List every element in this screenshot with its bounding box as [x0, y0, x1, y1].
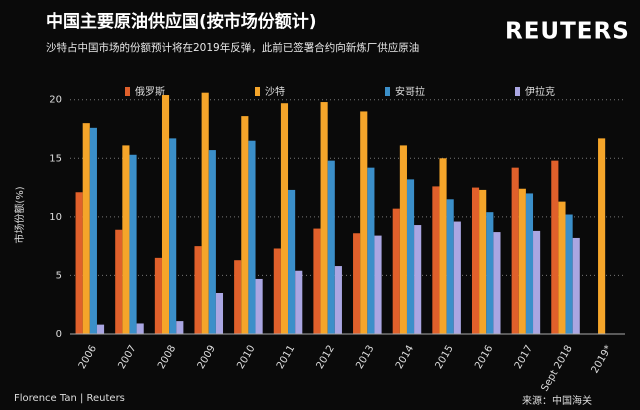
bar	[280, 103, 289, 334]
bar	[525, 193, 534, 334]
source: 来源：中国海关	[522, 394, 592, 407]
bar	[82, 123, 90, 335]
bar	[327, 160, 335, 334]
bar	[154, 257, 162, 334]
bar	[273, 248, 281, 334]
legend-label: 伊拉克	[525, 85, 555, 98]
bar	[234, 260, 242, 334]
y-tick-label: 0	[56, 329, 62, 340]
bar	[406, 179, 415, 334]
bar	[89, 127, 97, 334]
bar	[598, 138, 606, 334]
bar	[136, 323, 144, 334]
legend-swatch	[125, 87, 130, 96]
bar	[486, 212, 494, 334]
bar	[288, 189, 296, 334]
bar	[208, 150, 216, 334]
bar	[176, 321, 184, 334]
bar	[572, 237, 580, 334]
bar	[471, 187, 480, 334]
bar	[129, 154, 137, 334]
bar	[479, 189, 487, 334]
bar	[446, 199, 454, 334]
bar	[432, 186, 440, 334]
legend-label: 沙特	[265, 86, 285, 98]
bar	[295, 270, 303, 334]
bar	[399, 145, 407, 334]
bar	[551, 160, 559, 334]
bar	[511, 167, 519, 334]
legend-swatch	[515, 87, 520, 96]
bar	[518, 188, 526, 334]
bar	[96, 324, 105, 334]
bar	[533, 230, 541, 334]
bar	[439, 158, 447, 334]
bar	[248, 140, 256, 334]
bar	[360, 111, 368, 334]
bar	[493, 232, 501, 334]
bar	[215, 293, 224, 334]
legend-label: 安哥拉	[395, 85, 425, 98]
bar	[453, 221, 461, 334]
logo: REUTERS	[505, 19, 630, 45]
y-tick-label: 20	[49, 95, 62, 106]
bar	[334, 266, 342, 334]
bar	[313, 228, 321, 334]
bar	[374, 235, 382, 334]
bar	[194, 246, 202, 334]
chart-title: 中国主要原油供应国(按市场份额计)	[46, 11, 317, 32]
bar	[241, 116, 249, 334]
y-axis-label: 市场份额(%)	[13, 186, 26, 243]
bar	[201, 92, 209, 334]
bar	[255, 278, 263, 334]
credit: Florence Tan | Reuters	[14, 393, 125, 404]
bar	[392, 208, 400, 334]
bar	[169, 138, 177, 334]
y-tick-label: 10	[49, 212, 62, 223]
y-tick-label: 5	[56, 270, 62, 281]
bar	[161, 95, 170, 335]
bar	[75, 192, 83, 334]
bar	[320, 102, 328, 334]
legend-label: 俄罗斯	[135, 85, 165, 98]
bar	[367, 167, 375, 334]
legend-swatch	[255, 87, 260, 96]
bar	[122, 145, 130, 334]
bar	[115, 229, 123, 334]
bar	[565, 214, 573, 334]
bar	[558, 201, 566, 334]
y-tick-label: 15	[49, 153, 62, 164]
chart-subtitle: 沙特占中国市场的份额预计将在2019年反弹，此前已签署合约向新炼厂供应原油	[46, 41, 419, 54]
bar	[414, 225, 422, 334]
legend-swatch	[385, 87, 390, 96]
bar	[353, 233, 361, 334]
